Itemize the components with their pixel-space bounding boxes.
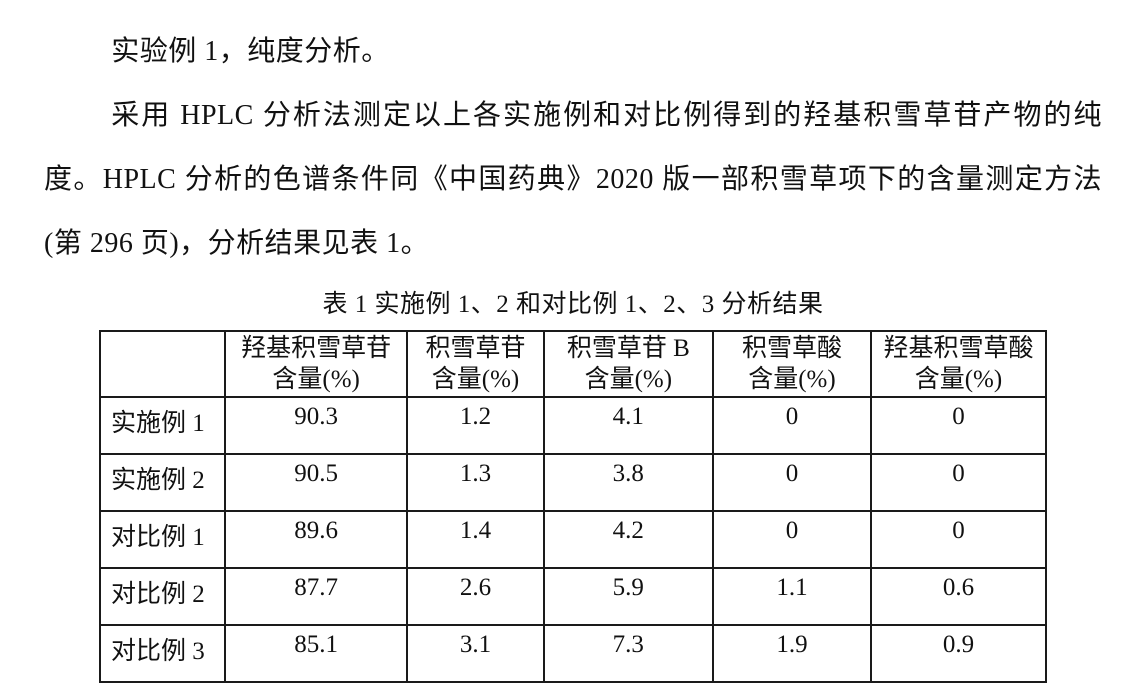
header-empty	[99, 330, 226, 398]
table-cell: 0.9	[869, 624, 1048, 683]
table-cell: 4.1	[542, 396, 714, 455]
header-hydroxyasiatic-acid-content: 羟基积雪草酸 含量(%)	[869, 330, 1048, 398]
paragraph-method-description: 采用 HPLC 分析法测定以上各实施例和对比例得到的羟基积雪草苷产物的纯度。HP…	[44, 100, 1102, 259]
header-hydroxyasiaticoside-content: 羟基积雪草苷 含量(%)	[223, 330, 409, 398]
table-cell: 85.1	[223, 624, 409, 683]
table-cell: 87.7	[223, 567, 409, 626]
row-label: 对比例 3	[99, 624, 226, 683]
table-row: 对比例 3 85.1 3.1 7.3 1.9 0.9	[99, 624, 1048, 683]
table-row: 实施例 1 90.3 1.2 4.1 0 0	[99, 396, 1048, 455]
header-asiatic-acid-content: 积雪草酸 含量(%)	[711, 330, 872, 398]
table-cell: 0	[869, 510, 1048, 569]
table-header-row: 羟基积雪草苷 含量(%) 积雪草苷 含量(%) 积雪草苷 B 含量(%) 积雪草…	[99, 330, 1048, 398]
table-cell: 1.2	[406, 396, 545, 455]
header-asiaticoside-b-content: 积雪草苷 B 含量(%)	[542, 330, 714, 398]
table-cell: 0	[869, 453, 1048, 512]
table-cell: 90.3	[223, 396, 409, 455]
table-row: 对比例 2 87.7 2.6 5.9 1.1 0.6	[99, 567, 1048, 626]
header-asiaticoside-content: 积雪草苷 含量(%)	[406, 330, 545, 398]
table-cell: 1.3	[406, 453, 545, 512]
table-cell: 3.8	[542, 453, 714, 512]
row-label: 对比例 2	[99, 567, 226, 626]
table-cell: 0	[711, 396, 872, 455]
table-cell: 1.9	[711, 624, 872, 683]
row-label: 实施例 2	[99, 453, 226, 512]
table-cell: 3.1	[406, 624, 545, 683]
table-cell: 0	[711, 453, 872, 512]
table-cell: 4.2	[542, 510, 714, 569]
table-cell: 5.9	[542, 567, 714, 626]
paragraph-experiment-title: 实验例 1，纯度分析。	[111, 36, 390, 67]
document-page: 实验例 1，纯度分析。 采用 HPLC 分析法测定以上各实施例和对比例得到的羟基…	[44, 36, 1102, 683]
table-cell: 0.6	[869, 567, 1048, 626]
table-cell: 7.3	[542, 624, 714, 683]
table-cell: 2.6	[406, 567, 545, 626]
table-row: 对比例 1 89.6 1.4 4.2 0 0	[99, 510, 1048, 569]
table-cell: 89.6	[223, 510, 409, 569]
table-cell: 1.1	[711, 567, 872, 626]
table-row: 实施例 2 90.5 1.3 3.8 0 0	[99, 453, 1048, 512]
table-cell: 1.4	[406, 510, 545, 569]
analysis-results-table: 羟基积雪草苷 含量(%) 积雪草苷 含量(%) 积雪草苷 B 含量(%) 积雪草…	[99, 330, 1048, 683]
table-cell: 90.5	[223, 453, 409, 512]
table-cell: 0	[711, 510, 872, 569]
table-caption: 表 1 实施例 1、2 和对比例 1、2、3 分析结果	[322, 291, 824, 318]
table-cell: 0	[869, 396, 1048, 455]
row-label: 实施例 1	[99, 396, 226, 455]
row-label: 对比例 1	[99, 510, 226, 569]
